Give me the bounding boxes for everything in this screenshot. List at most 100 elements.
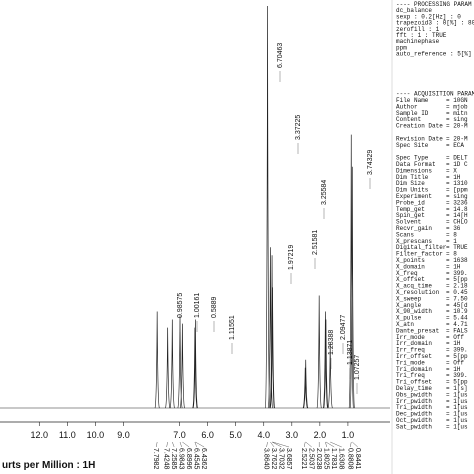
param-key: Author <box>396 103 418 110</box>
param-value: = 14[H <box>446 212 468 219</box>
param-key: X_atn <box>396 321 414 328</box>
param-value: = 1 <box>446 238 457 245</box>
peak <box>323 319 329 409</box>
param-key: Irr_freq <box>396 347 425 354</box>
x-tick-label: 3.0 <box>286 430 299 440</box>
param-value: = X <box>446 167 457 174</box>
param-key: Recvr_gain <box>396 225 432 232</box>
peak-leader <box>266 441 268 448</box>
param-key: Irr_offset <box>396 353 432 360</box>
x-tick-label: 11.0 <box>59 430 76 440</box>
param-key: File Name <box>396 97 429 104</box>
param-key: Probe_id <box>396 199 425 206</box>
param-value: = 399. <box>446 270 468 277</box>
param-value: = sing <box>446 193 468 200</box>
param-value: = 2.18 <box>446 283 468 290</box>
param-value: = Off <box>446 334 464 341</box>
peak-leader <box>330 441 342 448</box>
peak <box>269 255 275 409</box>
peak-leader <box>194 441 197 448</box>
panel-line: zerofill : 1 <box>396 26 440 33</box>
param-key: Spec Site <box>396 142 429 149</box>
peak-leader <box>325 441 327 448</box>
param-value: = 1[us <box>446 417 468 424</box>
param-value: = 8 <box>446 231 457 238</box>
param-value: = 1[us <box>446 423 468 430</box>
peak <box>322 311 328 409</box>
peak-label: 0.8441 <box>354 448 361 470</box>
peak <box>169 319 175 409</box>
param-key: Delay_time <box>396 385 432 392</box>
param-key: X_points <box>396 257 425 264</box>
param-key: Spin_get <box>396 212 425 219</box>
peak <box>303 359 309 409</box>
peak-label: 6.9843 <box>178 448 185 470</box>
peak-label: 3.7622 <box>270 448 277 470</box>
param-key: Solvent <box>396 219 421 226</box>
panel-line: trapezoid3 : 0[%] : 80 <box>396 20 474 27</box>
x-axis-title: urts per Million : 1H <box>2 460 95 471</box>
panel-line: ppm <box>396 44 407 51</box>
peak-leader <box>352 441 358 448</box>
x-tick-label: 7.0 <box>173 430 186 440</box>
param-key: Dec_pwidth <box>396 411 432 418</box>
peak-label: 6.8996 <box>185 448 192 470</box>
x-tick-label: 1.0 <box>342 430 355 440</box>
param-key: Creation Date <box>396 123 443 130</box>
param-key: Sat_pwidth <box>396 423 432 430</box>
param-key: Dimensions <box>396 167 432 174</box>
peak-label: 3.6857 <box>285 448 292 470</box>
param-key: Sample ID <box>396 110 429 117</box>
peak-label: 0.8808 <box>346 448 353 470</box>
integral-label: 3.25584 <box>321 180 328 205</box>
peak-leader <box>182 441 190 448</box>
param-key: Spec Type <box>396 155 429 162</box>
param-value: = 399. <box>446 347 468 354</box>
integral-label: 1.28388 <box>328 330 335 355</box>
panel-heading: ---- PROCESSING PARAM <box>396 1 472 8</box>
param-key: Tri_domain <box>396 366 432 373</box>
param-key: Irr_domain <box>396 340 432 347</box>
x-tick-label: 9.0 <box>117 430 130 440</box>
peak-label: 7.2585 <box>170 448 177 470</box>
peak <box>154 311 160 409</box>
integral-label: 1.00161 <box>194 293 201 318</box>
param-key: Tri_pwidth <box>396 404 432 411</box>
peak-leader <box>172 441 175 448</box>
param-value: = 1[us <box>446 391 468 398</box>
param-value: = 5[pp <box>446 353 468 360</box>
param-value: = 3236 <box>446 199 468 206</box>
param-value: = 45[d <box>446 302 468 309</box>
x-tick-label: 10.0 <box>87 430 105 440</box>
param-value: = 20-M <box>446 123 468 130</box>
param-value: = 1310 <box>446 180 468 187</box>
x-tick-label: 6.0 <box>201 430 214 440</box>
peak-label: 2.5037 <box>308 448 315 470</box>
panel-line: fft : 1 : TRUE <box>396 32 447 39</box>
peak-label: 7.4248 <box>163 448 170 470</box>
integral-label: 0.5889 <box>211 296 218 318</box>
peak-label: 3.8640 <box>263 448 270 470</box>
param-key: X_freq <box>396 270 418 277</box>
peak <box>349 166 355 409</box>
param-value: = 4.71 <box>446 321 468 328</box>
panel-line: machinephase <box>396 38 440 45</box>
peak-leader <box>270 441 275 448</box>
param-key: X_prescans <box>396 238 432 245</box>
param-value: = 1H <box>446 263 461 270</box>
param-value: = 0.45 <box>446 289 468 296</box>
param-value: = 36 <box>446 225 461 232</box>
param-value: = 1[s] <box>446 385 468 392</box>
peak <box>192 327 198 409</box>
peak <box>179 323 185 409</box>
param-value: = 20-M <box>446 135 468 142</box>
param-value: = 1H <box>446 366 461 373</box>
param-value: = 1[us <box>446 411 468 418</box>
peak-label: 2.0238 <box>315 448 322 470</box>
peak-label: 1.8025 <box>323 448 330 470</box>
param-key: Experiment <box>396 193 432 200</box>
peak-leader <box>179 441 182 448</box>
x-tick-label: 12.0 <box>31 430 49 440</box>
param-value: = mitn <box>446 110 468 117</box>
peak <box>302 367 308 409</box>
